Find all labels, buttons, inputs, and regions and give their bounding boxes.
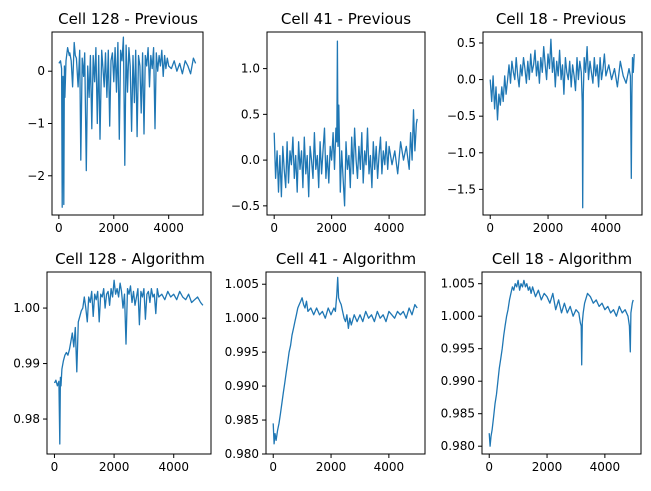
series-line: [53, 279, 204, 445]
x-tick-label: 4000: [590, 460, 621, 474]
y-tick-label: −2: [27, 169, 45, 183]
panel-cell-18-previous: Cell 18 - Previous 0 2000 4000 0.5 0.0 −0.5 −1…: [447, 10, 643, 235]
y-tick-label: 0.985: [225, 413, 259, 427]
y-tick-label: 0.0: [241, 153, 260, 167]
series-line: [488, 279, 634, 447]
x-tick-label: 2000: [532, 460, 563, 474]
y-tick-label: −1.5: [447, 182, 476, 196]
x-tick-label: 2000: [98, 221, 129, 235]
y-tick-label: 1.000: [225, 311, 259, 325]
x-tick-label: 4000: [158, 460, 189, 474]
panel-title: Cell 41 - Algorithm: [276, 250, 416, 268]
x-tick-label: 2000: [533, 221, 564, 235]
y-tick-label: 0.980: [441, 439, 475, 453]
y-tick-label: 0.990: [441, 374, 475, 388]
panel-title: Cell 18 - Previous: [496, 10, 626, 28]
x-tick-label: 4000: [591, 221, 622, 235]
plot-frame: [482, 31, 643, 216]
plot-frame: [46, 271, 212, 455]
y-tick-label: 0.995: [225, 345, 259, 359]
y-tick-label: 1.000: [441, 309, 475, 323]
series-line: [58, 36, 197, 208]
x-tick-label: 0: [269, 460, 277, 474]
y-tick-label: 1.00: [13, 301, 40, 315]
panel-cell-41-algorithm: Cell 41 - Algorithm 0 2000 4000 1.005 1.000 0…: [225, 250, 426, 474]
panel-title: Cell 128 - Algorithm: [55, 250, 205, 268]
x-tick-label: 0: [55, 221, 63, 235]
y-tick-label: 0.0: [457, 73, 476, 87]
y-tick-label: −1: [27, 117, 45, 131]
y-tick-label: −1.0: [447, 146, 476, 160]
plot-frame: [481, 271, 642, 455]
panel-title: Cell 41 - Previous: [281, 10, 411, 28]
y-tick-label: −0.5: [231, 199, 260, 213]
x-tick-label: 4000: [374, 460, 405, 474]
y-tick-label: 0.99: [13, 357, 40, 371]
y-tick-label: 0.980: [225, 447, 259, 461]
x-tick-label: 4000: [153, 221, 184, 235]
x-tick-label: 0: [270, 221, 278, 235]
plot-frame: [51, 31, 204, 216]
y-tick-label: 1.005: [441, 277, 475, 291]
x-tick-label: 0: [51, 460, 59, 474]
series-line: [489, 38, 635, 209]
y-tick-label: 0.5: [457, 36, 476, 50]
x-tick-label: 4000: [374, 221, 405, 235]
x-tick-label: 2000: [99, 460, 130, 474]
y-tick-label: 0.5: [241, 107, 260, 121]
y-tick-label: 0.990: [225, 379, 259, 393]
y-tick-label: 1.0: [241, 62, 260, 76]
x-tick-label: 2000: [316, 221, 347, 235]
y-tick-label: 0.985: [441, 407, 475, 421]
panel-cell-41-previous: Cell 41 - Previous 0 2000 4000 1.0 0.5 0.0 −0.…: [231, 10, 426, 235]
y-tick-label: 0.995: [441, 342, 475, 356]
series-line: [272, 276, 418, 445]
panel-title: Cell 128 - Previous: [58, 10, 198, 28]
y-tick-label: 0: [37, 64, 45, 78]
panel-cell-128-algorithm: Cell 128 - Algorithm 0 2000 4000 1.00 0.99 0.…: [13, 250, 212, 474]
panel-cell-18-algorithm: Cell 18 - Algorithm 0 2000 4000 1.005 1.000 0…: [441, 250, 642, 474]
panel-title: Cell 18 - Algorithm: [492, 250, 632, 268]
panel-cell-128-previous: Cell 128 - Previous 0 2000 4000 0 −1 −2: [27, 10, 204, 235]
y-tick-label: −0.5: [447, 109, 476, 123]
x-tick-label: 0: [486, 221, 494, 235]
plot-frame: [266, 31, 426, 216]
plot-frame: [265, 271, 426, 455]
y-tick-label: 1.005: [225, 277, 259, 291]
x-tick-label: 0: [485, 460, 493, 474]
series-line: [273, 40, 418, 207]
x-tick-label: 2000: [316, 460, 347, 474]
y-tick-label: 0.98: [13, 412, 40, 426]
